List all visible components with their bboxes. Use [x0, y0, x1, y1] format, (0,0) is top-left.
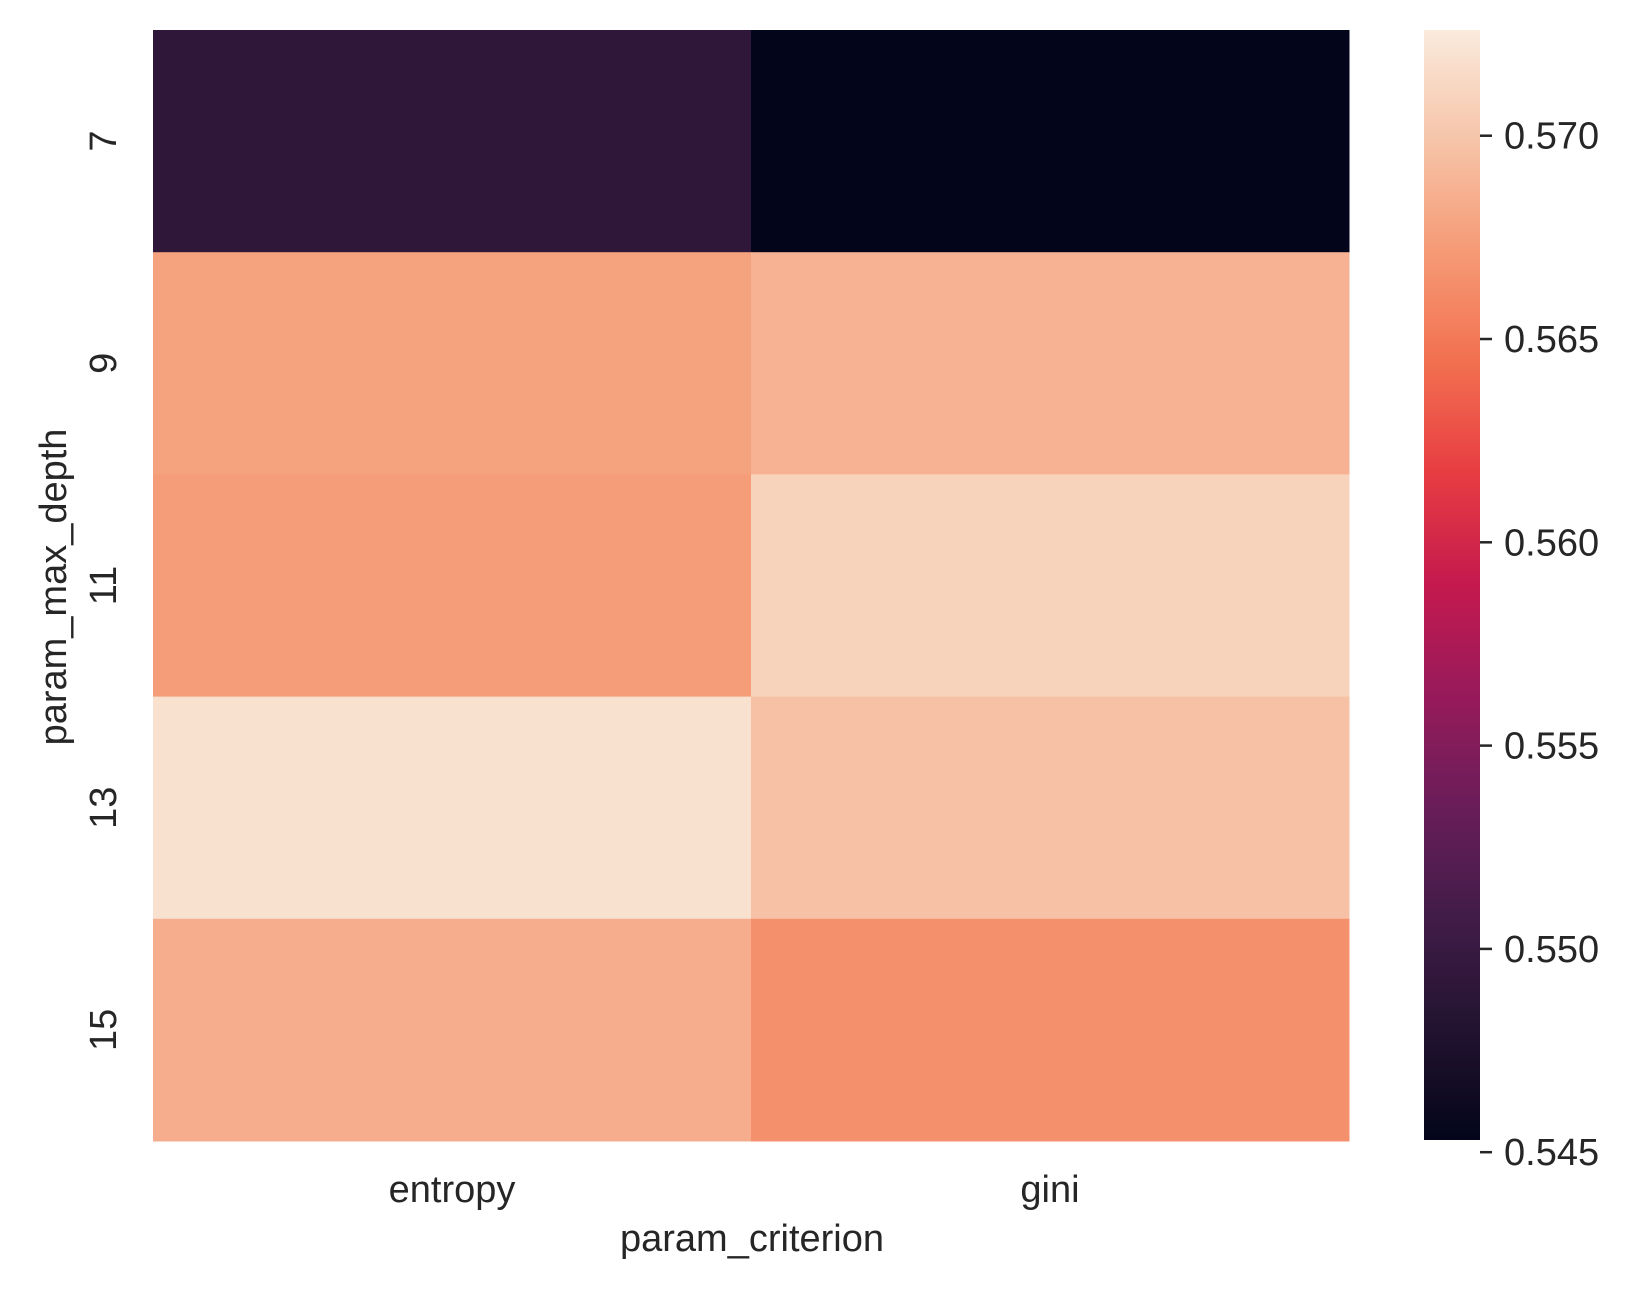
x-tick-label: entropy [389, 1169, 516, 1211]
colorbar-tick-label: 0.550 [1504, 929, 1599, 971]
y-axis-label: param_max_depth [33, 429, 75, 746]
colorbar-tick-label: 0.570 [1504, 116, 1599, 158]
heatmap-cell [153, 474, 752, 698]
heatmap-cell [153, 918, 752, 1142]
y-tick-labels: 7 9 11 13 15 [83, 131, 125, 1052]
heatmap-cell [751, 474, 1350, 698]
x-axis-label: param_criterion [620, 1218, 884, 1260]
colorbar-ticks: 0.545 0.550 0.555 0.560 0.565 0.570 [1480, 116, 1599, 1174]
y-tick-label: 15 [83, 1009, 125, 1051]
heatmap-cells [153, 30, 1350, 1142]
colorbar-tick-label: 0.555 [1504, 726, 1599, 768]
heatmap-cell [751, 696, 1350, 920]
colorbar-tick-label: 0.545 [1504, 1132, 1599, 1174]
y-tick-label: 13 [83, 787, 125, 829]
y-tick-label: 7 [83, 131, 125, 152]
heatmap-cell [153, 30, 752, 253]
colorbar-tick-label: 0.565 [1504, 319, 1599, 361]
x-tick-labels: entropy gini [389, 1169, 1080, 1211]
y-tick-label: 11 [83, 566, 125, 605]
heatmap-cell [153, 252, 752, 475]
heatmap-cell [751, 30, 1350, 253]
colorbar [1424, 30, 1480, 1140]
heatmap-cell [153, 696, 752, 920]
y-tick-label: 9 [83, 353, 125, 374]
x-tick-label: gini [1020, 1169, 1079, 1211]
colorbar-tick-label: 0.560 [1504, 522, 1599, 564]
heatmap-cell [751, 918, 1350, 1142]
heatmap-cell [751, 252, 1350, 475]
